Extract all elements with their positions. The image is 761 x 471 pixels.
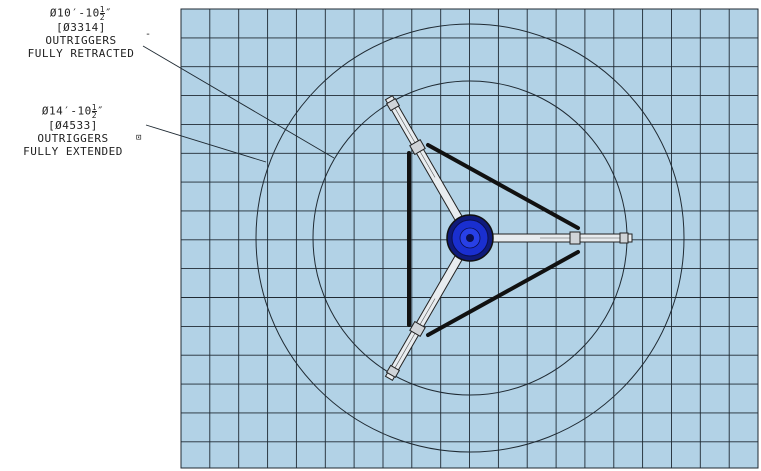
- extended-dimension-note: Ø14′-10 1 2 ″ [Ø4533] OUTRIGGERS FULLY EXTE…: [2, 103, 144, 159]
- center-hub: [446, 214, 494, 262]
- retracted-mark: -: [145, 29, 152, 40]
- brace-bars: [407, 143, 580, 337]
- retracted-dimension-line: Ø10′-10 1 2 ″: [49, 5, 113, 22]
- extended-diameter-circle: [255, 23, 685, 453]
- retracted-dimension-note: Ø10′-10 1 2 ″ [Ø3314] OUTRIGGERS FULLY RETR…: [6, 5, 156, 61]
- extended-metric: [Ø4533]: [48, 119, 98, 132]
- brace-bar-bottom-right: [426, 250, 580, 337]
- outrigger-arm-top: [384, 95, 464, 222]
- extended-leader-line: [145, 124, 267, 163]
- brace-bar-top-right: [426, 143, 580, 230]
- retracted-line1: OUTRIGGERS: [45, 34, 117, 47]
- outrigger-arm-right: [491, 231, 633, 245]
- retracted-dimension-main: Ø10′-10: [49, 6, 100, 20]
- outrigger-arms: [384, 95, 633, 381]
- grid-background: [180, 8, 759, 469]
- extended-line1: OUTRIGGERS: [37, 132, 109, 145]
- extended-mark: ⊡: [136, 133, 142, 143]
- extended-line2: FULLY EXTENDED: [23, 145, 123, 158]
- extended-dimension-line: Ø14′-10 1 2 ″: [41, 103, 105, 120]
- retracted-line2: FULLY RETRACTED: [27, 47, 135, 60]
- retracted-leader-line: [142, 45, 335, 159]
- extended-dimension-main: Ø14′-10: [41, 104, 92, 118]
- retracted-metric: [Ø3314]: [56, 21, 106, 34]
